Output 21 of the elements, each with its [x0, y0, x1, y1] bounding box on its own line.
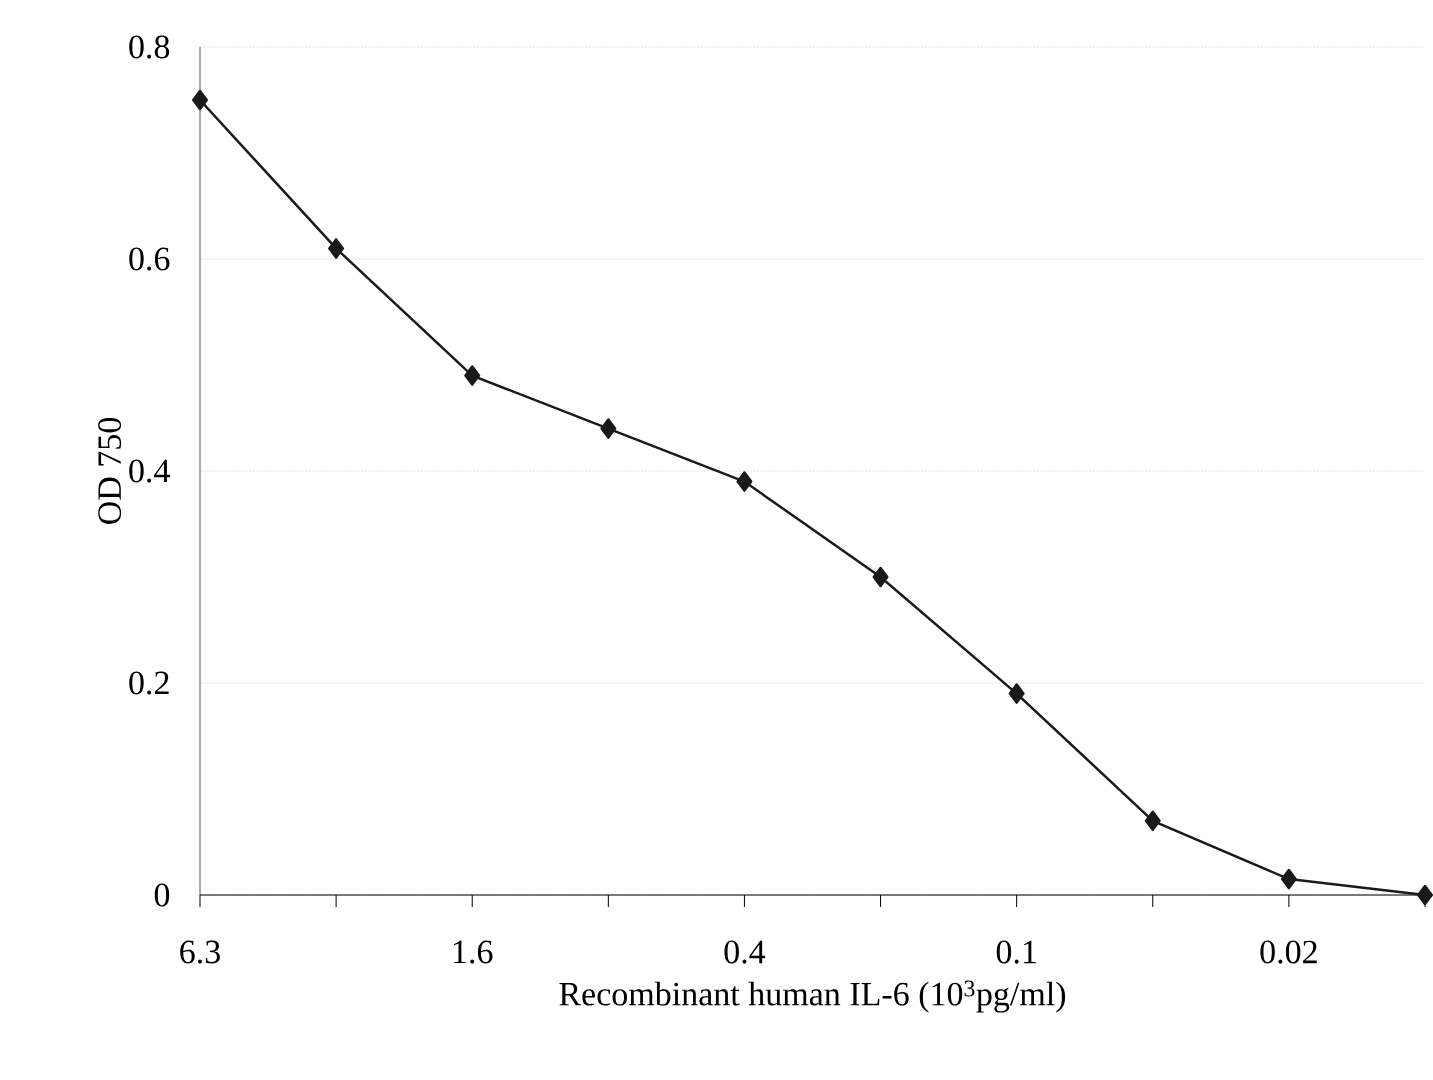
x-tick-label: 0.4	[724, 940, 766, 964]
x-axis-title: Recombinant human IL-6 (10$^{3}$pg/ml)	[559, 980, 1066, 1013]
point	[1008, 683, 1025, 704]
y-tick-label: 0.2	[129, 671, 169, 695]
y-tick-label: 0	[154, 883, 170, 907]
point	[1280, 868, 1297, 890]
x-tick-label: 6.3	[180, 940, 220, 964]
x-tick-label: 0.02	[1260, 940, 1317, 964]
point	[600, 418, 617, 439]
y-axis-title: OD 750	[98, 418, 122, 524]
point	[192, 89, 208, 111]
y-tick-label: 0.6	[129, 247, 170, 271]
y-tick-label: 0.4	[129, 459, 170, 483]
point	[464, 365, 481, 386]
point	[872, 566, 889, 588]
x-tick-label: 1.6	[453, 940, 493, 964]
y-tick-label: 0.8	[129, 35, 170, 59]
point	[1144, 810, 1161, 832]
x-tick-label: 0.1	[996, 940, 1036, 964]
point	[328, 238, 345, 259]
point	[736, 471, 753, 492]
